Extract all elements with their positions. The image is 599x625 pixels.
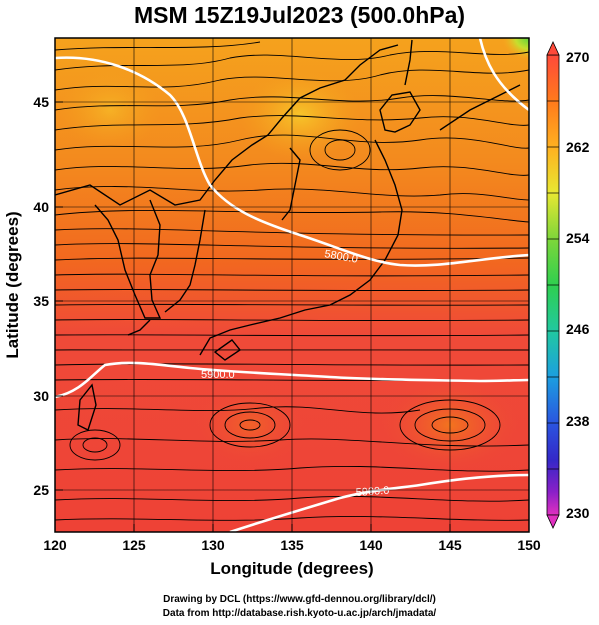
colorbar-label: 262	[566, 139, 590, 155]
colorbar-labels: 270 262 254 246 238 230	[566, 49, 590, 521]
contour-label-5900-south: 5900.0	[355, 485, 389, 499]
x-axis-ticks	[54, 524, 530, 532]
y-tick-label: 30	[33, 388, 49, 404]
height-contours	[55, 38, 529, 532]
x-tick-label: 120	[43, 537, 67, 553]
map-title: MSM 15Z19Jul2023 (500.0hPa)	[133, 2, 466, 28]
contour-label-5800: 5800.0	[323, 248, 358, 266]
colorbar-label: 270	[566, 49, 590, 65]
colorbar-label: 246	[566, 321, 590, 337]
grid-lines	[55, 38, 529, 532]
y-axis-label: Latitude (degrees)	[3, 211, 22, 358]
x-tick-label: 125	[122, 537, 146, 553]
colorbar	[546, 41, 560, 529]
colorbar-label: 230	[566, 505, 590, 521]
contour-label-5900-north: 5900.0	[201, 369, 235, 381]
colorbar-label: 254	[566, 230, 590, 246]
x-tick-label: 150	[517, 537, 541, 553]
y-axis-ticks	[55, 101, 63, 491]
x-axis-tick-labels: 120 125 130 135 140 145 150	[43, 537, 541, 553]
streamlines	[55, 41, 529, 521]
x-tick-label: 135	[280, 537, 304, 553]
x-tick-label: 140	[359, 537, 383, 553]
y-tick-label: 45	[33, 94, 49, 110]
y-axis-tick-labels: 25 30 35 40 45	[33, 94, 49, 498]
x-tick-label: 145	[438, 537, 462, 553]
y-tick-label: 35	[33, 293, 49, 309]
x-tick-label: 130	[201, 537, 225, 553]
x-axis-label: Longitude (degrees)	[210, 559, 373, 578]
colorbar-label: 238	[566, 413, 590, 429]
y-tick-label: 40	[33, 199, 49, 215]
contour-labels: 5800.0 5900.0 5900.0	[201, 248, 390, 499]
y-tick-label: 25	[33, 482, 49, 498]
footer-credit-data: Data from http://database.rish.kyoto-u.a…	[162, 608, 437, 619]
footer-credit-drawing: Drawing by DCL (https://www.gfd-dennou.o…	[163, 594, 436, 605]
